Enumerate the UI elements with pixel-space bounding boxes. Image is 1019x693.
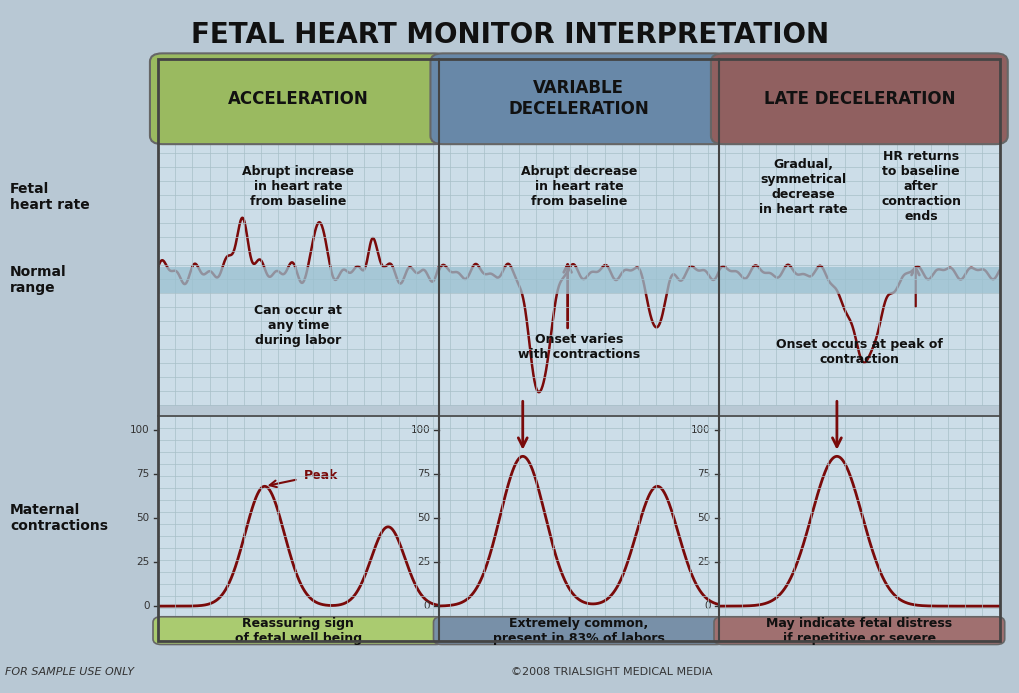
Text: FOR SAMPLE USE ONLY: FOR SAMPLE USE ONLY (5, 667, 133, 677)
Text: Peak: Peak (304, 469, 338, 482)
Text: ACCELERATION: ACCELERATION (228, 90, 368, 107)
Text: 25: 25 (137, 557, 150, 567)
Text: 100: 100 (411, 425, 430, 435)
Text: Extremely common,
present in 83% of labors: Extremely common, present in 83% of labo… (492, 617, 664, 644)
Text: Abrupt decrease
in heart rate
from baseline: Abrupt decrease in heart rate from basel… (520, 165, 637, 208)
Text: Can occur at
any time
during labor: Can occur at any time during labor (254, 304, 342, 347)
Text: 0: 0 (143, 601, 150, 611)
Text: Normal
range: Normal range (10, 265, 67, 295)
Text: Reassuring sign
of fetal well being: Reassuring sign of fetal well being (234, 617, 362, 644)
Text: Onset occurs at peak of
contraction: Onset occurs at peak of contraction (775, 338, 942, 366)
Text: FETAL HEART MONITOR INTERPRETATION: FETAL HEART MONITOR INTERPRETATION (191, 21, 828, 49)
Text: 50: 50 (697, 513, 710, 523)
Text: Onset varies
with contractions: Onset varies with contractions (518, 333, 639, 361)
Text: Abrupt increase
in heart rate
from baseline: Abrupt increase in heart rate from basel… (243, 165, 354, 208)
Text: May indicate fetal distress
if repetitive or severe: May indicate fetal distress if repetitiv… (765, 617, 952, 644)
Text: Fetal
heart rate: Fetal heart rate (10, 182, 90, 212)
Text: 0: 0 (423, 601, 430, 611)
Text: 75: 75 (137, 469, 150, 479)
Text: 50: 50 (137, 513, 150, 523)
Text: 100: 100 (130, 425, 150, 435)
Text: 25: 25 (697, 557, 710, 567)
Text: Maternal
contractions: Maternal contractions (10, 503, 108, 533)
Text: VARIABLE
DECELERATION: VARIABLE DECELERATION (508, 80, 648, 118)
Text: 75: 75 (697, 469, 710, 479)
Text: HR returns
to baseline
after
contraction
ends: HR returns to baseline after contraction… (880, 150, 960, 223)
Text: Gradual,
symmetrical
decrease
in heart rate: Gradual, symmetrical decrease in heart r… (758, 157, 847, 216)
Text: 50: 50 (417, 513, 430, 523)
Text: 75: 75 (417, 469, 430, 479)
Text: 100: 100 (691, 425, 710, 435)
Text: 25: 25 (417, 557, 430, 567)
Text: LATE DECELERATION: LATE DECELERATION (763, 90, 954, 107)
Text: 0: 0 (703, 601, 710, 611)
Text: ©2008 TRIALSIGHT MEDICAL MEDIA: ©2008 TRIALSIGHT MEDICAL MEDIA (511, 667, 712, 677)
